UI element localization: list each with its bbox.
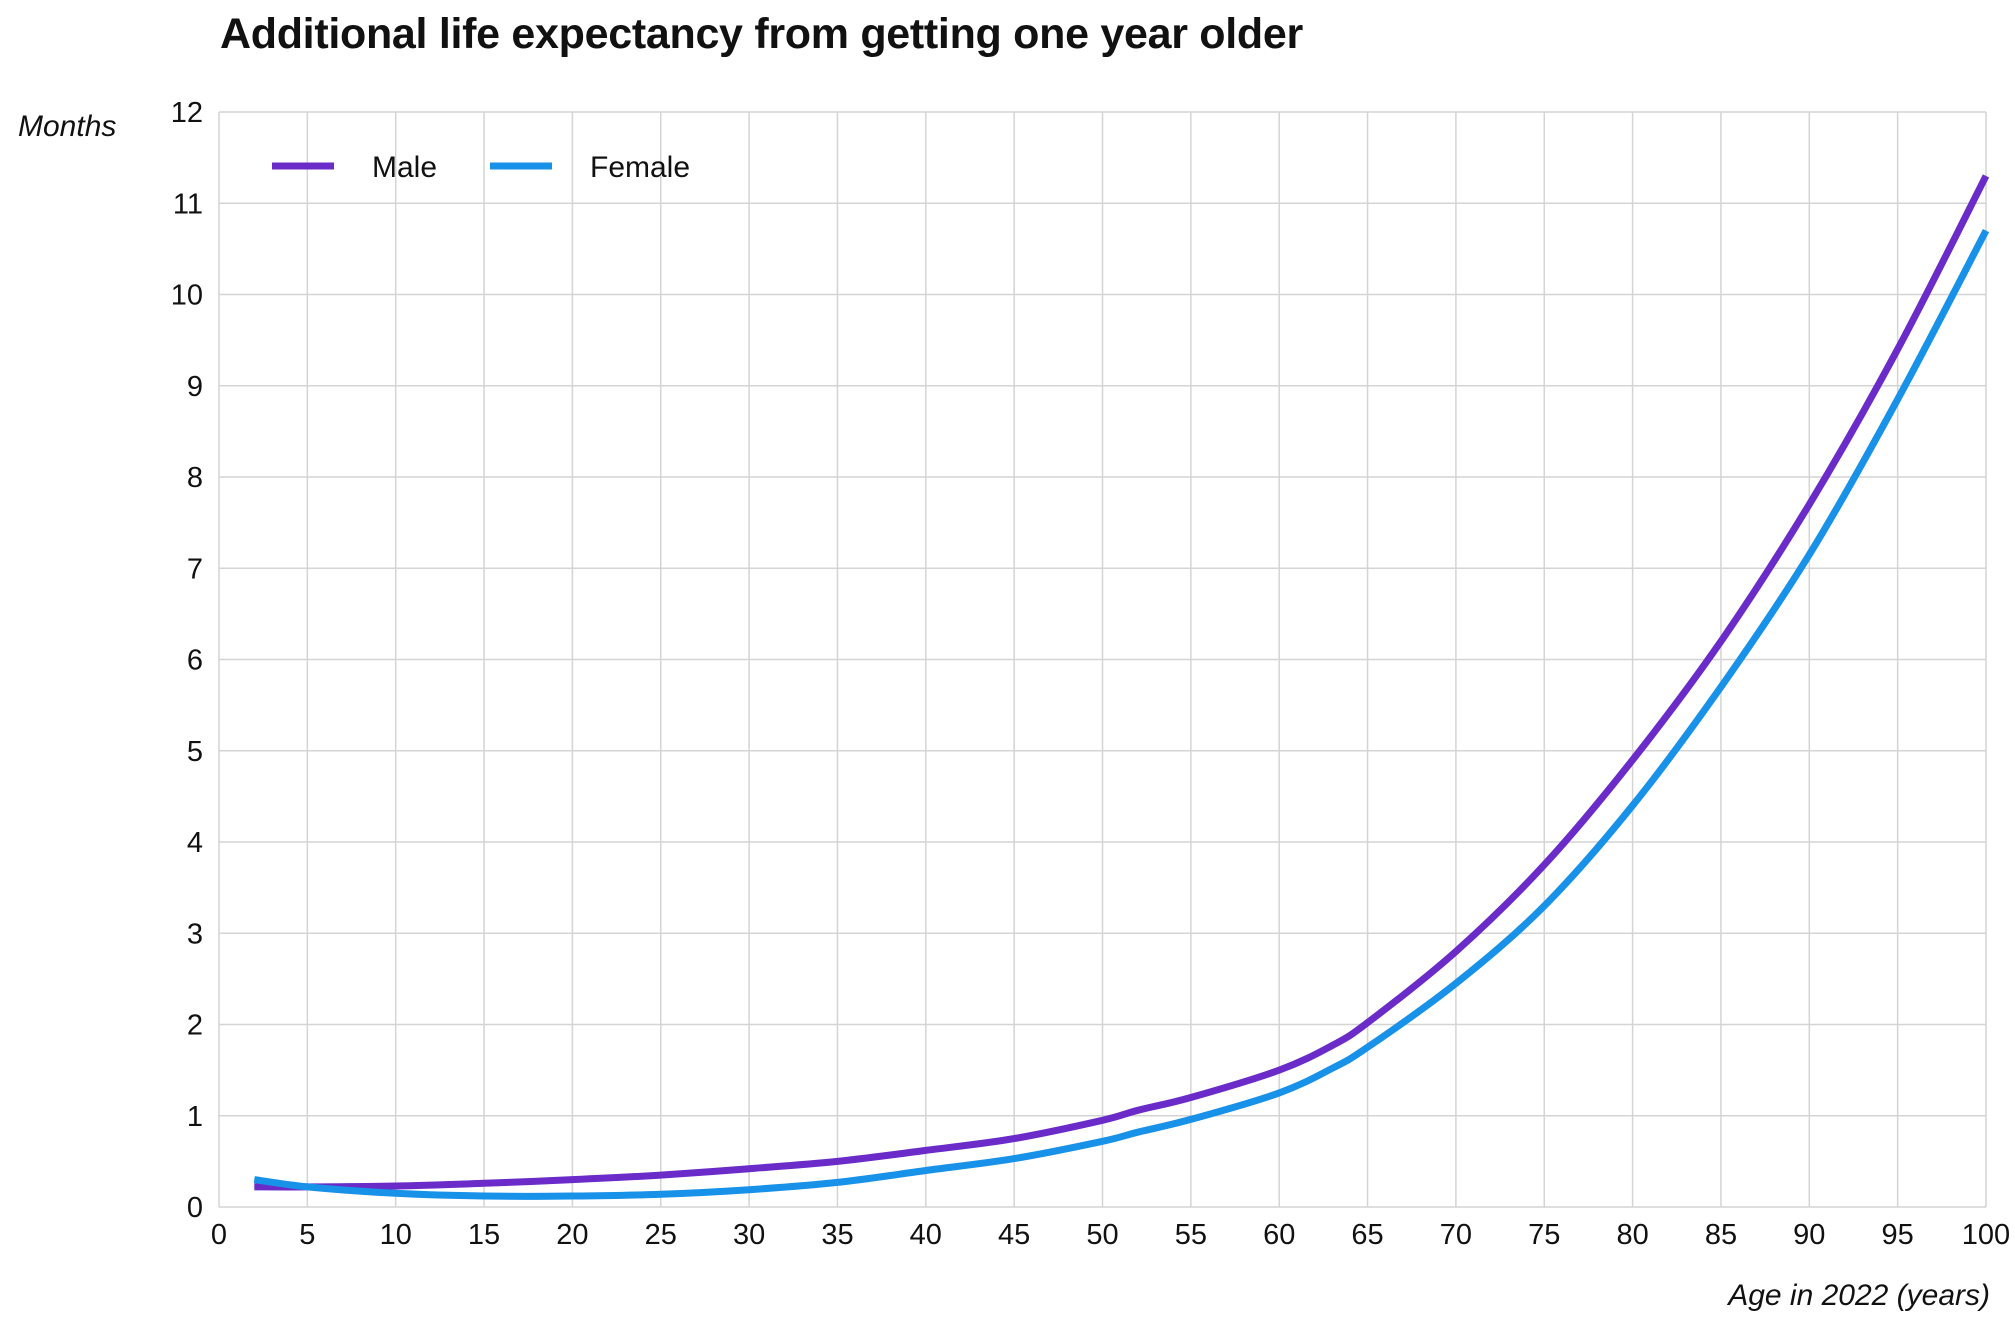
series-lines [253,174,1990,1200]
x-tick-label: 65 [1351,1219,1383,1251]
y-tick-label: 0 [187,1192,203,1224]
x-tick-label: 100 [1962,1219,2010,1251]
legend-label-female: Female [590,151,690,184]
x-tick-label: 15 [468,1219,500,1251]
x-tick-label: 45 [998,1219,1030,1251]
x-tick-label: 35 [821,1219,853,1251]
y-tick-label: 10 [171,280,203,312]
legend: Male Female [272,151,690,184]
x-tick-label: 20 [556,1219,588,1251]
y-axis-title: Months [18,110,116,143]
x-tick-label: 0 [211,1219,227,1251]
x-tick-label: 25 [645,1219,677,1251]
x-tick-label: 80 [1616,1219,1648,1251]
x-tick-label: 95 [1882,1219,1914,1251]
y-tick-label: 4 [187,827,203,859]
y-tick-label: 8 [187,462,203,494]
y-tick-label: 9 [187,371,203,403]
y-tick-label: 2 [187,1010,203,1042]
series-line-female [253,228,1990,1200]
x-tick-label: 90 [1793,1219,1825,1251]
x-tick-label: 10 [380,1219,412,1251]
x-tick-label: 50 [1086,1219,1118,1251]
x-tick-label: 40 [910,1219,942,1251]
y-tick-label: 12 [171,97,203,129]
grid [218,111,1987,1208]
series-line-male [254,174,1990,1191]
x-tick-label: 5 [299,1219,315,1251]
x-axis-ticks: 0 5 10 15 20 25 30 35 40 45 50 55 60 65 70 75 80 85 90 95 10… [211,1219,2010,1251]
legend-label-male: Male [372,151,437,184]
y-tick-label: 1 [187,1101,203,1133]
y-tick-label: 3 [187,918,203,950]
x-tick-label: 70 [1440,1219,1472,1251]
x-tick-label: 85 [1705,1219,1737,1251]
y-tick-label: 5 [187,736,203,768]
x-tick-label: 60 [1263,1219,1295,1251]
x-axis-title: Age in 2022 (years) [1726,1279,1990,1312]
y-tick-label: 7 [187,553,203,585]
x-tick-label: 55 [1175,1219,1207,1251]
x-tick-label: 30 [733,1219,765,1251]
y-tick-label: 6 [187,645,203,677]
y-tick-label: 11 [173,188,203,220]
x-tick-label: 75 [1528,1219,1560,1251]
chart-title: Additional life expectancy from getting … [220,10,1303,58]
